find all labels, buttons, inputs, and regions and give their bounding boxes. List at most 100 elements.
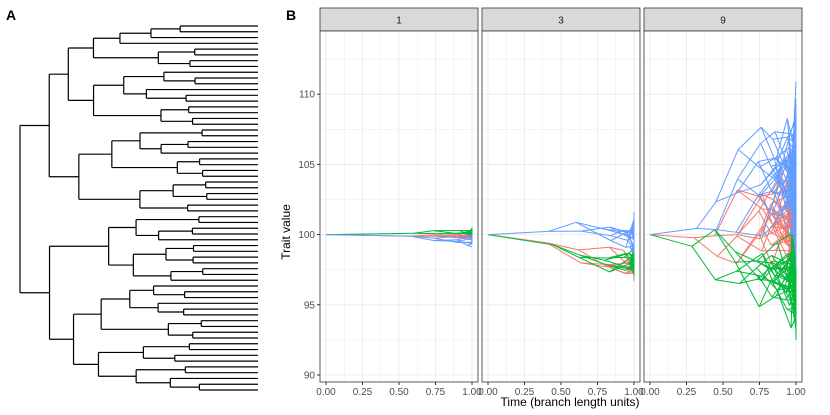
lineage-green — [604, 259, 631, 269]
lineage-green — [756, 241, 778, 262]
lineage-red — [758, 192, 778, 197]
lineage-red — [736, 235, 762, 252]
lineage-green — [777, 233, 792, 243]
lineage-blue — [789, 168, 797, 197]
y-tick-label: 105 — [298, 160, 315, 171]
lineage-blue — [410, 235, 435, 239]
lineage-red — [761, 226, 772, 252]
lineage-green — [771, 261, 791, 306]
lineage-green — [785, 299, 794, 301]
lineage-blue — [715, 178, 739, 230]
lineage-red — [762, 208, 775, 228]
facet-strip-label: 9 — [720, 16, 726, 27]
lineage-green — [772, 283, 788, 310]
lineage-green — [785, 242, 795, 269]
lineage-green — [772, 254, 790, 268]
x-tick-label: 0.50 — [551, 387, 571, 398]
lineage-blue — [625, 234, 635, 241]
lineage-green — [774, 269, 787, 281]
lineage-red — [546, 242, 579, 251]
lineage-blue — [772, 136, 789, 140]
lineage-blue — [735, 231, 763, 237]
lineage-green — [715, 270, 737, 281]
x-tick-label: 1.00 — [624, 387, 644, 398]
lineage-blue — [777, 156, 788, 201]
lineage-green — [579, 257, 610, 273]
lineage-green — [736, 253, 763, 272]
lineage-blue — [627, 240, 635, 251]
lineage-green — [632, 265, 635, 269]
lineage-blue — [715, 149, 739, 203]
lineage-blue — [487, 230, 549, 236]
lineage-green — [739, 267, 757, 284]
lineage-red — [714, 189, 738, 236]
lineage-green — [758, 295, 777, 308]
lineage-red — [649, 234, 694, 239]
lineage-green — [758, 281, 772, 307]
lineage-red — [759, 230, 776, 240]
y-tick-label: 90 — [304, 370, 316, 381]
lineage-red — [716, 235, 738, 257]
lineage-green — [787, 253, 797, 259]
lineage-green — [774, 257, 791, 271]
lineage-red — [737, 234, 760, 240]
lineage-blue — [625, 246, 630, 248]
lineage-blue — [434, 237, 458, 243]
lineage-green — [609, 263, 630, 273]
trait-evolution-plot: 90 95 100 105 110 1 0.00 0.25 0.50 0.75 1.00 3 0.00 0… — [298, 7, 806, 398]
lineage-blue — [434, 235, 462, 239]
lineage-blue — [772, 139, 791, 179]
lineage-green — [632, 268, 635, 272]
lineage-green — [714, 229, 736, 253]
lineage-blue — [774, 138, 788, 168]
lineage-blue — [791, 186, 797, 207]
facet-1: 1 0.00 0.25 0.50 0.75 1.00 — [316, 7, 482, 398]
lineage-blue — [793, 99, 797, 116]
lineage-green — [625, 264, 635, 271]
lineage-blue — [604, 228, 626, 236]
lineage-blue — [773, 158, 786, 207]
lineage-blue — [649, 227, 697, 236]
x-tick-label: 0.00 — [478, 387, 498, 398]
lineage-green — [758, 262, 776, 271]
lineage-blue — [610, 240, 627, 248]
x-tick-label: 0.75 — [426, 387, 446, 398]
lineage-red — [609, 246, 624, 251]
lineage-blue — [716, 229, 737, 233]
lineage-green — [459, 230, 470, 235]
x-tick-label: 0.00 — [640, 387, 660, 398]
lineage-red — [736, 210, 760, 235]
facet-9: 9 0.00 0.25 0.50 0.75 1.00 — [640, 7, 806, 398]
lineage-green — [786, 308, 794, 314]
lineage-blue — [548, 221, 577, 232]
lineage-red — [771, 213, 791, 265]
lineage-blue — [784, 169, 797, 207]
x-axis-title: Time (branch length units) — [501, 395, 640, 409]
lineage-green — [630, 257, 635, 266]
lineage-green — [791, 269, 797, 294]
lineage-blue — [762, 226, 773, 237]
lineage-red — [736, 189, 763, 210]
lineage-blue — [789, 147, 794, 196]
lineage-blue — [786, 118, 794, 145]
phylogenetic-tree — [19, 25, 258, 391]
lineage-blue — [759, 195, 773, 215]
lineage-blue — [760, 127, 775, 159]
lineage-red — [758, 233, 773, 265]
lineage-red — [609, 246, 624, 261]
lineage-blue — [610, 235, 629, 242]
lineage-blue — [761, 194, 776, 237]
lineage-blue — [580, 230, 611, 237]
x-tick-label: 0.00 — [316, 387, 336, 398]
lineage-green — [579, 254, 605, 261]
x-tick-label: 0.25 — [515, 387, 535, 398]
lineage-green — [628, 252, 635, 263]
lineage-blue — [461, 235, 471, 238]
lineage-green — [773, 267, 787, 269]
lineage-green — [625, 267, 634, 271]
lineage-blue — [760, 143, 772, 167]
lineage-green — [761, 253, 775, 276]
lineage-red — [761, 226, 772, 246]
x-tick-label: 0.75 — [750, 387, 770, 398]
